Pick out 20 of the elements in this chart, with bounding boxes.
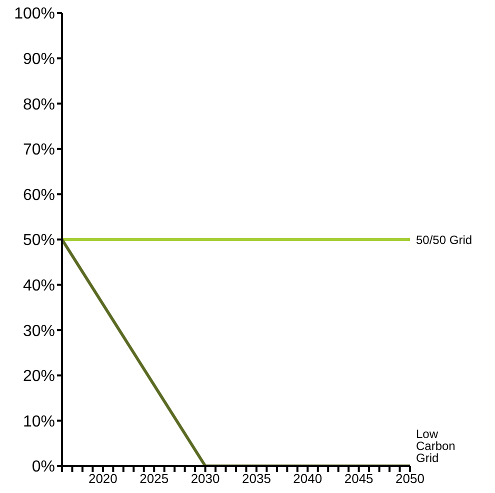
- y-tick-label: 0%: [32, 458, 55, 476]
- x-tick-label: 2045: [344, 471, 374, 486]
- y-tick-label: 30%: [22, 322, 55, 340]
- x-tick-label: 2035: [242, 471, 271, 486]
- x-tick-label: 2030: [190, 471, 220, 486]
- y-tick-label: 80%: [22, 96, 55, 114]
- x-tick-label: 2025: [140, 471, 169, 486]
- y-tick-label: 40%: [22, 277, 55, 294]
- y-tick-label: 90%: [22, 50, 55, 68]
- x-tick-label: 2040: [293, 471, 322, 486]
- y-tick-label: 100%: [14, 6, 55, 23]
- y-tick-label: 70%: [22, 142, 55, 159]
- series-label: Low Carbon Grid: [416, 427, 456, 465]
- x-tick-label: 2020: [88, 471, 118, 486]
- y-tick-label: 60%: [22, 186, 55, 204]
- y-tick-label: 50%: [22, 232, 55, 250]
- series-label: 50/50 Grid: [416, 232, 472, 247]
- y-tick-label: 20%: [22, 368, 55, 386]
- x-tick-label: 2050: [396, 471, 424, 486]
- y-tick-label: 10%: [22, 413, 55, 430]
